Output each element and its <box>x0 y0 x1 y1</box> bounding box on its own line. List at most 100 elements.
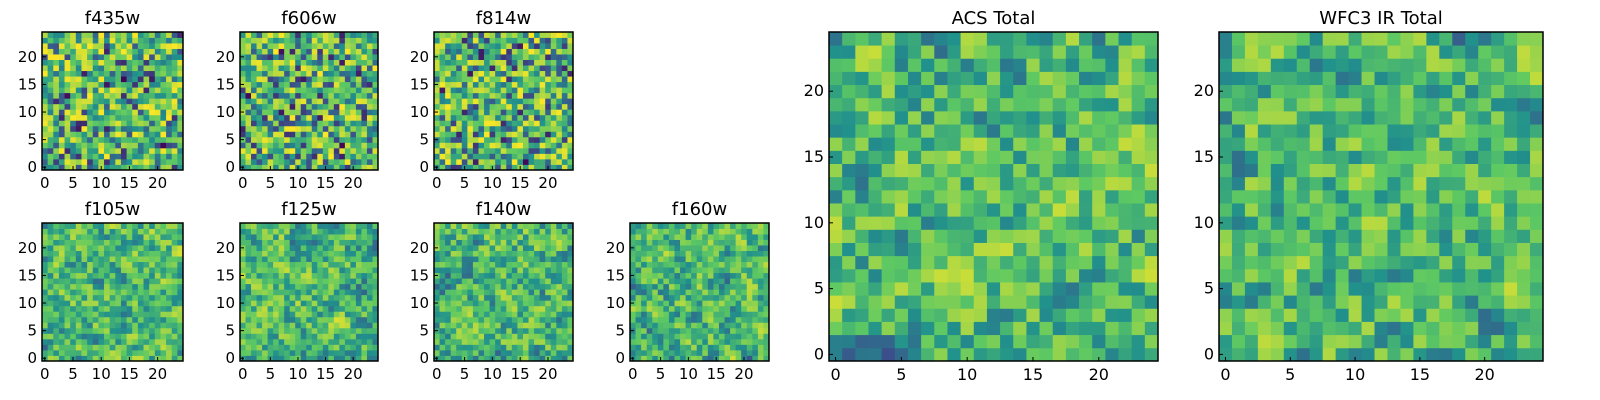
heatmap-cell <box>149 158 156 165</box>
heatmap-cell <box>109 327 116 334</box>
heatmap-cell <box>339 256 346 263</box>
heatmap-cell <box>674 283 681 290</box>
heatmap-cell <box>545 81 552 88</box>
heatmap-cell <box>829 255 843 270</box>
heatmap-cell <box>467 228 474 235</box>
heatmap-cell <box>450 43 457 49</box>
x-tick-label: 0 <box>238 174 248 192</box>
heatmap-cell <box>517 278 524 285</box>
heatmap-cell <box>120 103 127 110</box>
heatmap-cell <box>177 103 184 110</box>
heatmap-cell <box>511 223 518 229</box>
heatmap-cell <box>561 300 568 307</box>
heatmap-cell <box>75 98 82 105</box>
heatmap-cell <box>344 316 351 323</box>
heatmap-cell <box>322 32 329 38</box>
heatmap-cell <box>934 321 948 336</box>
heatmap-cell <box>278 355 285 362</box>
heatmap-cell <box>556 223 563 229</box>
heatmap-cell <box>550 239 557 246</box>
heatmap-cell <box>295 142 302 149</box>
heatmap-cell <box>500 59 507 66</box>
heatmap-cell <box>855 216 869 230</box>
heatmap-cell <box>306 256 313 263</box>
heatmap-cell <box>372 70 379 77</box>
heatmap-cell <box>534 59 541 66</box>
heatmap-cell <box>657 272 664 279</box>
heatmap-cell <box>154 32 161 38</box>
heatmap-cell <box>439 283 446 290</box>
heatmap-cell <box>109 98 116 105</box>
heatmap-cell <box>109 109 116 116</box>
heatmap-cell <box>278 158 285 165</box>
heatmap-cell <box>81 355 88 362</box>
heatmap-cell <box>517 223 524 229</box>
heatmap-cell <box>361 267 368 274</box>
heatmap-cell <box>143 136 150 143</box>
heatmap-cell <box>256 153 263 160</box>
heatmap-cell <box>439 131 446 138</box>
heatmap-cell <box>1092 163 1106 178</box>
heatmap-cell <box>126 311 133 318</box>
heatmap-cell <box>1118 242 1133 257</box>
heatmap-cell <box>87 245 94 251</box>
heatmap-cell <box>251 87 257 94</box>
heatmap-cell <box>1144 216 1159 230</box>
heatmap-cell <box>166 81 173 88</box>
heatmap-cell <box>663 283 670 290</box>
heatmap-cell <box>757 256 764 263</box>
heatmap-cell <box>98 316 105 323</box>
heatmap-cell <box>545 333 552 340</box>
heatmap-cell <box>545 278 552 285</box>
heatmap-cell <box>64 114 71 121</box>
heatmap-cell <box>685 239 692 246</box>
heatmap-cell <box>273 103 280 110</box>
heatmap-cell <box>1039 242 1054 257</box>
heatmap-cell <box>333 267 340 274</box>
heatmap-cell <box>160 245 167 251</box>
heatmap-cell <box>240 294 246 301</box>
heatmap-cell <box>450 92 457 99</box>
heatmap-cell <box>517 349 524 356</box>
heatmap-cell <box>674 344 681 351</box>
heatmap-cell <box>245 338 252 345</box>
heatmap-cell <box>556 245 563 251</box>
heatmap-cell <box>322 245 329 251</box>
heatmap-cell <box>528 355 535 362</box>
heatmap-cell <box>273 278 280 285</box>
heatmap-cell <box>489 278 496 285</box>
heatmap-cell <box>561 120 568 127</box>
heatmap-cell <box>42 142 49 149</box>
heatmap-cell <box>868 321 883 336</box>
heatmap-cell <box>484 327 490 334</box>
heatmap-cell <box>763 289 770 296</box>
heatmap-cell <box>75 327 82 334</box>
heatmap-cell <box>75 338 82 345</box>
heatmap-cell <box>1144 176 1159 191</box>
heatmap-cell <box>154 103 161 110</box>
heatmap-cell <box>907 216 922 230</box>
heatmap-cell <box>467 87 474 94</box>
heatmap-cell <box>344 349 351 356</box>
heatmap-cell <box>344 305 351 312</box>
heatmap-cell <box>166 125 173 132</box>
heatmap-cell <box>467 76 474 83</box>
heatmap-cell <box>278 120 285 127</box>
heatmap-cell <box>166 267 173 274</box>
heatmap-cell <box>344 32 351 38</box>
heatmap-cell <box>691 228 698 235</box>
heatmap-cell <box>245 125 252 132</box>
heatmap-cell <box>868 334 883 349</box>
heatmap-cell <box>718 322 725 329</box>
heatmap-cell <box>120 120 127 127</box>
heatmap-cell <box>456 256 463 263</box>
heatmap-cell <box>534 333 541 340</box>
heatmap-cell <box>461 98 468 105</box>
heatmap-cell <box>652 344 659 351</box>
heatmap-cell <box>75 65 82 72</box>
heatmap-cell <box>361 142 368 149</box>
heatmap-cell <box>284 333 291 340</box>
heatmap-cell <box>245 289 252 296</box>
heatmap-cell <box>539 278 546 285</box>
